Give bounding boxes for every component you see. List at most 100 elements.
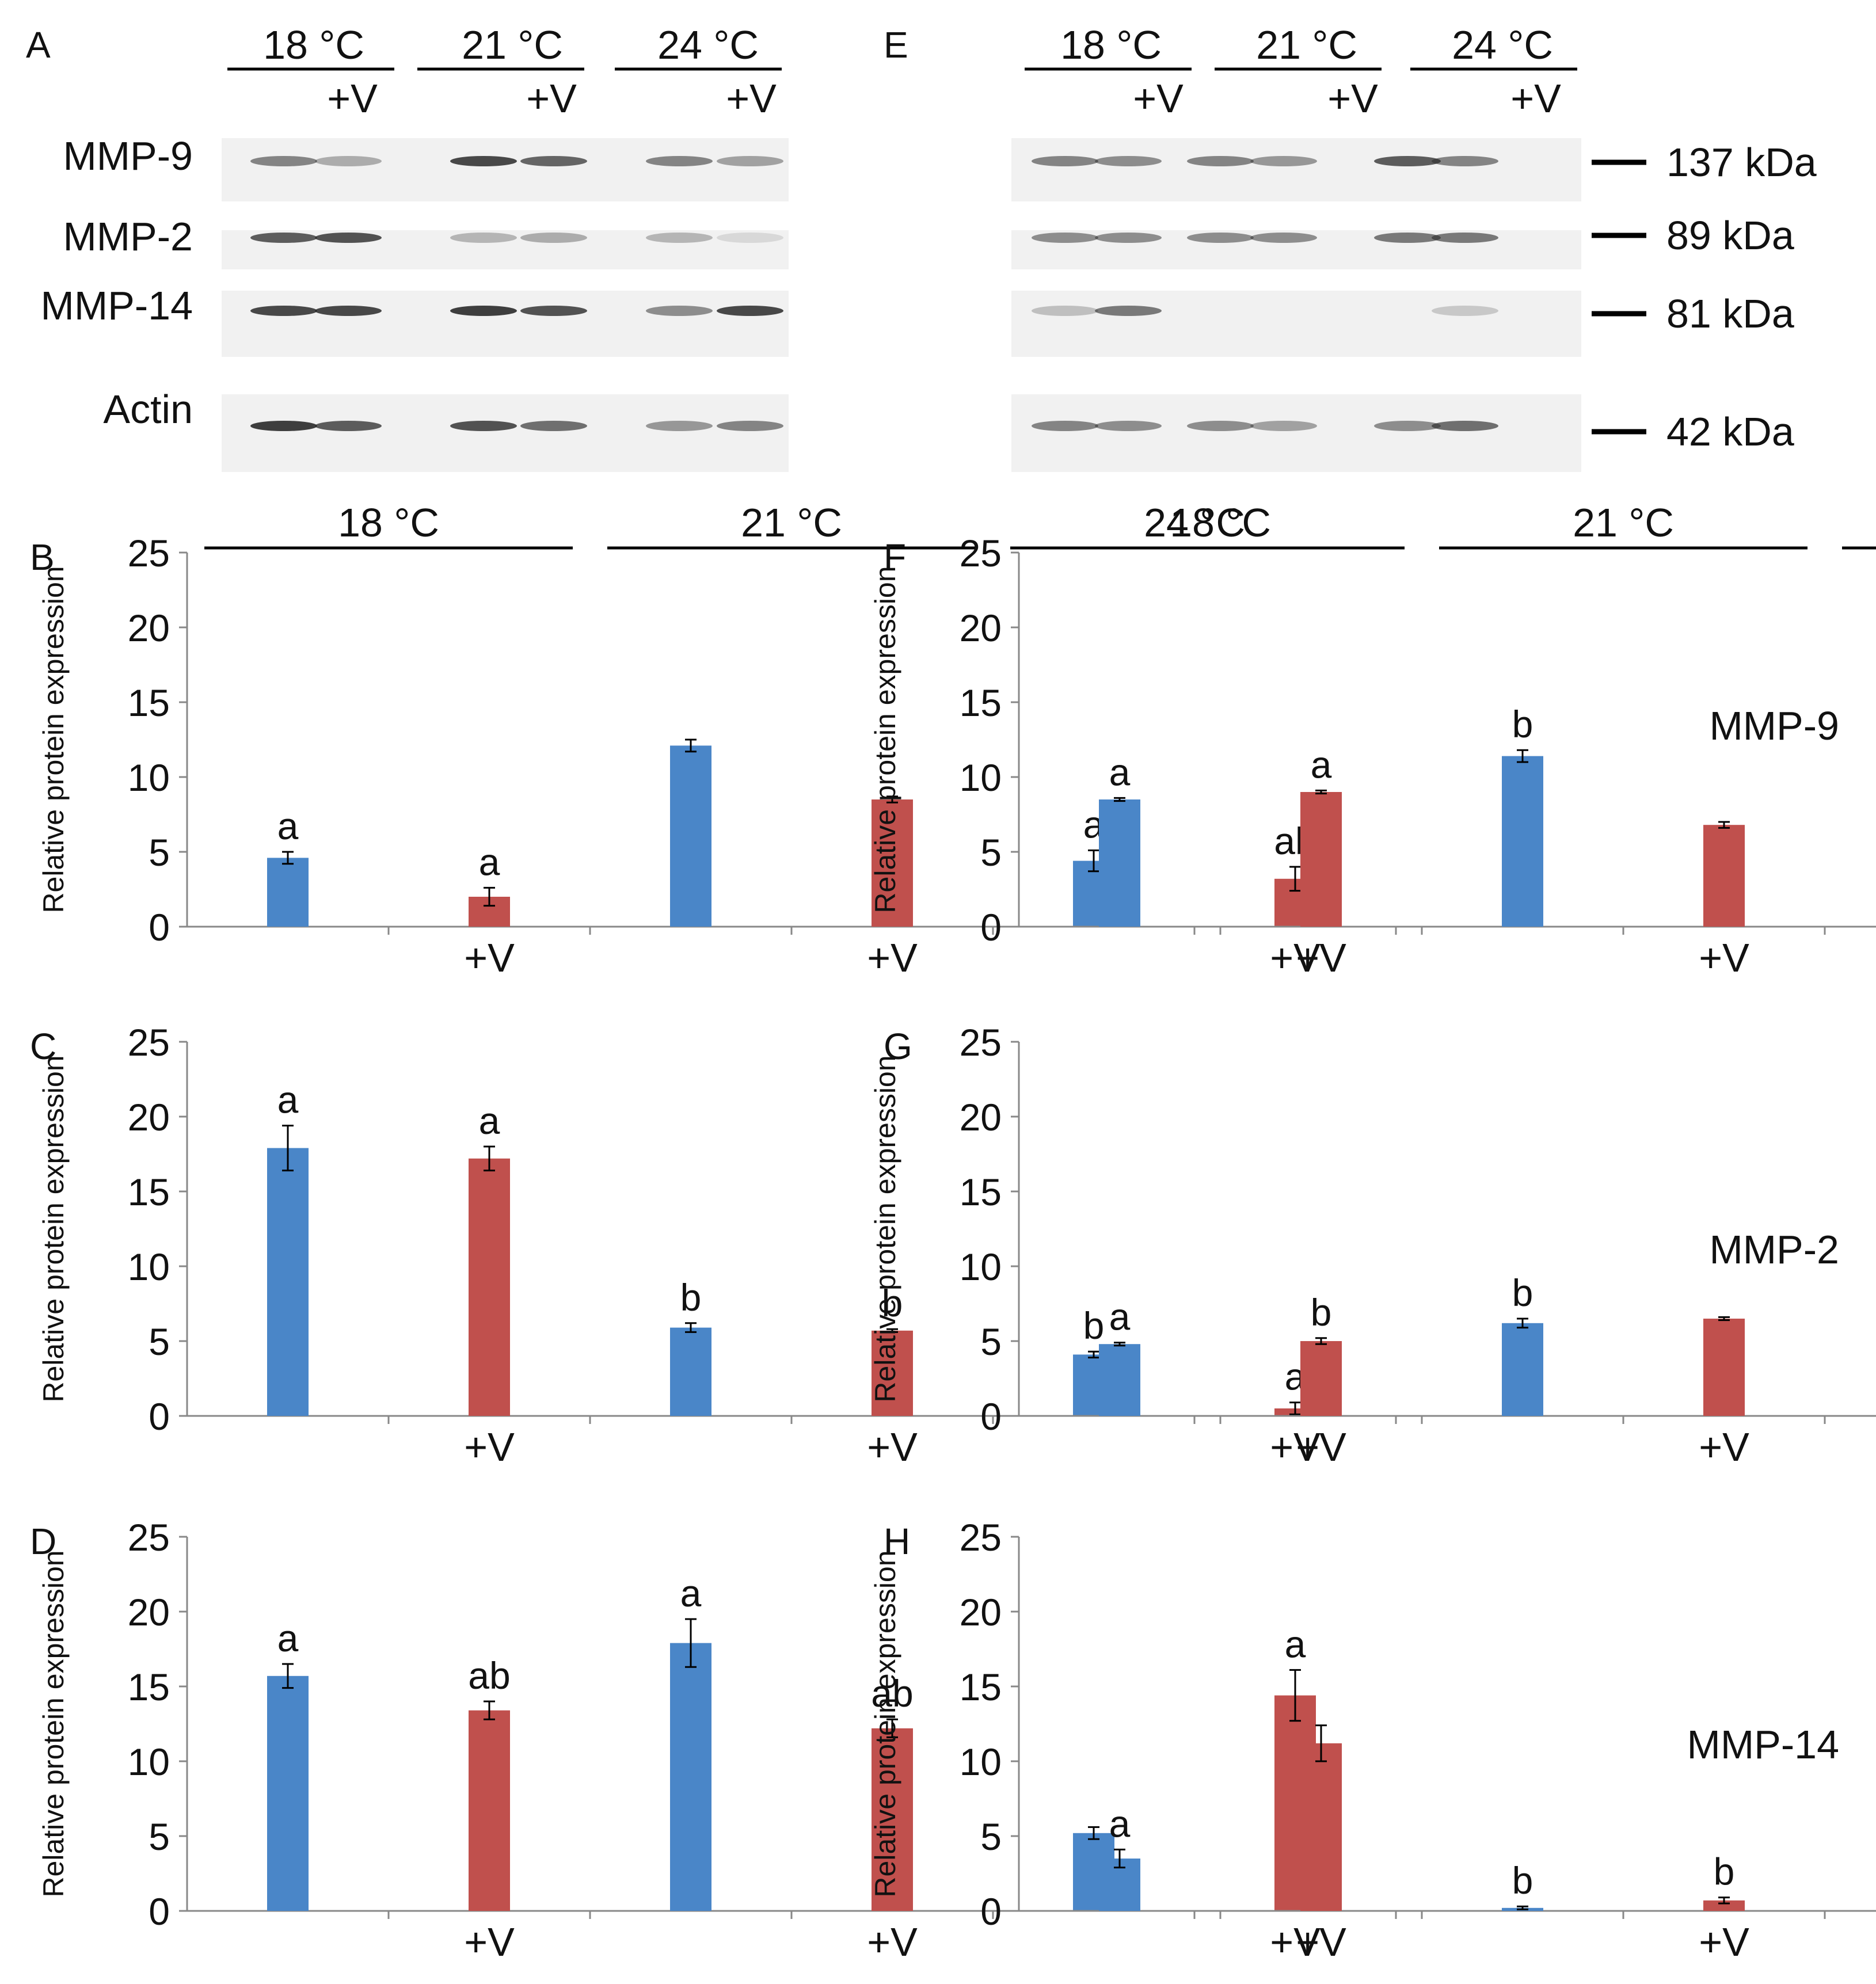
treatment-label: +V xyxy=(726,76,777,121)
protein-row-label: MMP-2 xyxy=(1709,1227,1839,1272)
bar xyxy=(1703,1319,1745,1416)
y-axis-label: Relative protein expression xyxy=(869,566,901,913)
significance-letter: a xyxy=(479,1099,500,1142)
temperature-header: 24 °C xyxy=(1452,22,1553,67)
y-tick-label: 0 xyxy=(980,1395,1002,1438)
temperature-header: 24 °C xyxy=(657,22,759,67)
y-axis-label: Relative protein expression xyxy=(37,566,70,913)
significance-letter: ab xyxy=(871,1672,913,1715)
treatment-label: +V xyxy=(526,76,577,121)
x-category-label: +V xyxy=(867,1920,918,1964)
blot-band xyxy=(450,306,517,316)
y-tick-label: 15 xyxy=(128,681,170,724)
temperature-header: 18 °C xyxy=(338,500,439,545)
y-axis-label: Relative protein expression xyxy=(37,1055,70,1402)
y-tick-label: 5 xyxy=(149,1320,170,1363)
y-tick-label: 10 xyxy=(960,1741,1002,1783)
blot-band xyxy=(646,306,713,316)
y-tick-label: 10 xyxy=(960,1246,1002,1288)
bar xyxy=(1300,792,1342,927)
blot-band xyxy=(315,306,382,316)
blot-band xyxy=(1095,233,1162,243)
x-category-label: +V xyxy=(1699,1920,1749,1964)
blot-band xyxy=(250,156,317,166)
significance-letter: a xyxy=(1285,1623,1306,1665)
panel-letter: D xyxy=(30,1521,56,1562)
molecular-weight-label: 42 kDa xyxy=(1666,409,1794,454)
blot-band xyxy=(1432,156,1498,166)
significance-letter: a xyxy=(1109,1296,1131,1338)
y-tick-label: 15 xyxy=(960,681,1002,724)
bar xyxy=(1703,825,1745,927)
y-axis-label: Relative protein expression xyxy=(869,1550,901,1897)
bar xyxy=(1300,1341,1342,1416)
blot-band xyxy=(1432,306,1498,316)
y-tick-label: 5 xyxy=(980,1320,1002,1363)
significance-letter: b xyxy=(1512,1859,1533,1902)
blot-band xyxy=(1374,421,1441,431)
temperature-header: 21 °C xyxy=(462,22,563,67)
blot-band xyxy=(1095,421,1162,431)
y-tick-label: 20 xyxy=(128,1591,170,1633)
panel-letter: G xyxy=(884,1026,912,1067)
x-category-label: +V xyxy=(867,1425,918,1469)
x-category-label: +V xyxy=(1270,935,1321,980)
bar xyxy=(872,1728,913,1911)
significance-letter: b xyxy=(1714,1850,1735,1893)
x-category-label: +V xyxy=(1270,1425,1321,1469)
significance-letter: a xyxy=(1109,751,1131,793)
y-tick-label: 20 xyxy=(128,607,170,649)
y-tick-label: 20 xyxy=(960,607,1002,649)
panel-letter: E xyxy=(884,24,908,66)
blot-band xyxy=(1432,233,1498,243)
temperature-header: 21 °C xyxy=(741,500,842,545)
bar xyxy=(1300,1743,1342,1911)
temperature-header: 18 °C xyxy=(1060,22,1162,67)
significance-letter: a xyxy=(277,805,299,847)
bar xyxy=(670,1327,711,1416)
x-category-label: +V xyxy=(1699,1425,1749,1469)
x-category-label: +V xyxy=(1699,935,1749,980)
blot-band xyxy=(1032,233,1098,243)
treatment-label: +V xyxy=(1327,76,1378,121)
x-category-label: +V xyxy=(464,1425,515,1469)
temperature-header: 18 °C xyxy=(1170,500,1271,545)
bar xyxy=(267,1675,309,1911)
blot-band xyxy=(717,156,783,166)
blot-band xyxy=(717,306,783,316)
panel-letter: C xyxy=(30,1026,56,1067)
y-tick-label: 10 xyxy=(128,756,170,799)
y-tick-label: 5 xyxy=(980,1815,1002,1858)
blot-row-label: MMP-14 xyxy=(41,283,193,328)
temperature-header: 21 °C xyxy=(1573,500,1674,545)
y-tick-label: 15 xyxy=(960,1666,1002,1708)
blot-band xyxy=(1374,156,1441,166)
blot-band xyxy=(1032,421,1098,431)
blot-band xyxy=(717,233,783,243)
significance-letter: b xyxy=(680,1276,702,1319)
bar xyxy=(1099,799,1140,927)
significance-letter: b xyxy=(1311,1291,1332,1334)
significance-letter: b xyxy=(1083,1304,1105,1347)
x-category-label: +V xyxy=(464,1920,515,1964)
blot-band xyxy=(1374,233,1441,243)
bar xyxy=(267,1148,309,1416)
blot-strip xyxy=(1011,138,1581,201)
y-tick-label: 25 xyxy=(128,1516,170,1559)
significance-letter: a xyxy=(479,840,500,883)
significance-letter: a xyxy=(277,1617,299,1659)
y-tick-label: 15 xyxy=(128,1171,170,1213)
bar xyxy=(1703,1900,1745,1911)
significance-letter: a xyxy=(277,1079,299,1121)
bar xyxy=(670,1643,711,1911)
y-tick-label: 25 xyxy=(960,1021,1002,1064)
blot-band xyxy=(450,233,517,243)
blot-row-label: Actin xyxy=(103,387,193,432)
blot-band xyxy=(520,421,587,431)
blot-band xyxy=(315,156,382,166)
blot-band xyxy=(1095,306,1162,316)
protein-row-label: MMP-14 xyxy=(1687,1722,1839,1767)
blot-strip xyxy=(1011,394,1581,472)
